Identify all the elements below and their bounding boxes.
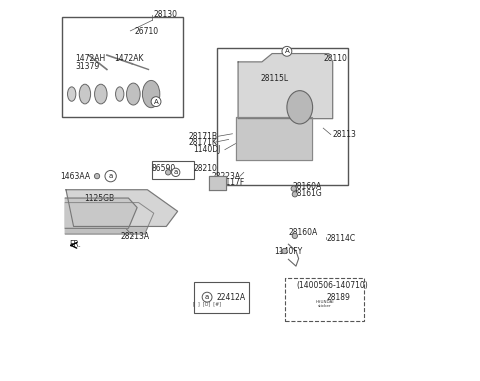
Text: 31379: 31379 xyxy=(75,62,100,71)
Text: 28113: 28113 xyxy=(333,130,357,139)
Ellipse shape xyxy=(95,84,107,104)
Text: HYUNDAI
sticker: HYUNDAI sticker xyxy=(315,300,334,308)
Text: 28161G: 28161G xyxy=(292,189,322,198)
Text: a: a xyxy=(108,173,113,179)
Text: FR.: FR. xyxy=(69,240,81,249)
Text: 26710: 26710 xyxy=(134,27,158,36)
Text: (1400506-140710): (1400506-140710) xyxy=(296,281,368,290)
Polygon shape xyxy=(236,117,312,160)
Polygon shape xyxy=(65,203,154,234)
Text: 28117F: 28117F xyxy=(216,178,245,187)
Text: A: A xyxy=(285,48,289,54)
Text: 1463AA: 1463AA xyxy=(60,171,90,181)
Text: a: a xyxy=(205,294,209,300)
Text: [  ]  [O]  [#]: [ ] [O] [#] xyxy=(193,301,221,306)
Circle shape xyxy=(171,168,180,176)
Polygon shape xyxy=(66,190,178,226)
Ellipse shape xyxy=(68,87,76,101)
Ellipse shape xyxy=(143,80,160,108)
Text: 1140DJ: 1140DJ xyxy=(193,145,220,154)
Text: 28160A: 28160A xyxy=(292,182,322,191)
Text: 28160A: 28160A xyxy=(288,228,318,237)
Text: 86590: 86590 xyxy=(151,164,175,173)
Circle shape xyxy=(202,292,212,302)
Text: 22412A: 22412A xyxy=(216,293,246,302)
Text: 28110: 28110 xyxy=(323,54,347,63)
Ellipse shape xyxy=(127,83,140,105)
Ellipse shape xyxy=(79,84,91,104)
Circle shape xyxy=(292,192,298,197)
Text: 1140FY: 1140FY xyxy=(274,247,302,256)
Circle shape xyxy=(105,170,116,182)
Text: 28210: 28210 xyxy=(194,164,218,173)
Text: A: A xyxy=(154,99,158,105)
Text: 28171K: 28171K xyxy=(189,138,218,147)
Bar xyxy=(62,16,182,117)
Bar xyxy=(286,278,364,321)
Text: 28213A: 28213A xyxy=(121,232,150,241)
Circle shape xyxy=(292,233,298,239)
Text: 1472AK: 1472AK xyxy=(114,54,144,63)
Text: 28130: 28130 xyxy=(153,10,177,19)
Text: 28189: 28189 xyxy=(326,293,350,302)
Text: 28115L: 28115L xyxy=(261,74,289,83)
Text: 1472AH: 1472AH xyxy=(75,54,106,63)
Circle shape xyxy=(282,248,287,254)
Text: a: a xyxy=(174,169,178,175)
Text: 28114C: 28114C xyxy=(326,234,355,243)
Bar xyxy=(194,282,250,314)
Text: 28223A: 28223A xyxy=(212,171,241,181)
Text: 1125GB: 1125GB xyxy=(84,194,114,203)
Polygon shape xyxy=(238,54,333,118)
Polygon shape xyxy=(65,198,137,228)
Polygon shape xyxy=(209,176,226,190)
Ellipse shape xyxy=(116,87,124,101)
Bar xyxy=(217,48,348,185)
Bar xyxy=(152,161,194,179)
Text: 28171B: 28171B xyxy=(189,132,218,141)
Circle shape xyxy=(282,46,292,56)
Circle shape xyxy=(166,170,171,175)
Circle shape xyxy=(95,173,100,179)
Circle shape xyxy=(291,186,296,191)
Ellipse shape xyxy=(287,91,312,124)
Circle shape xyxy=(151,97,161,107)
